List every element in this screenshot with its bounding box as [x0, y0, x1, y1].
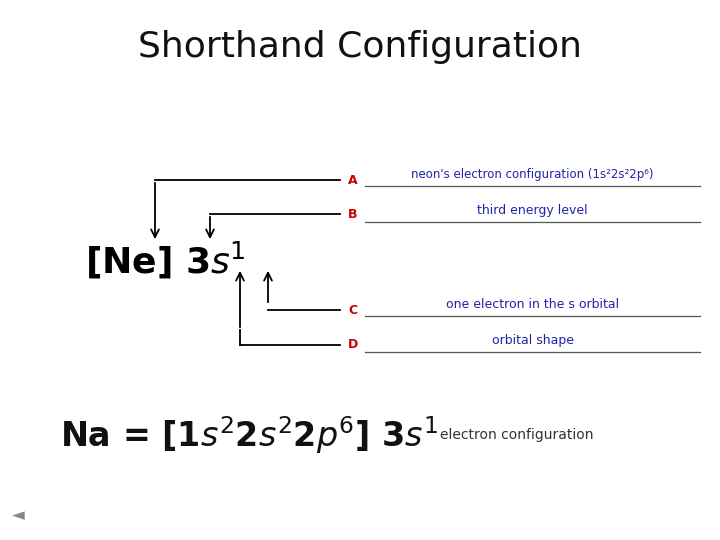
Text: ◄: ◄ — [12, 506, 24, 524]
Text: orbital shape: orbital shape — [492, 334, 574, 347]
Text: D: D — [348, 339, 359, 352]
Text: neon's electron configuration (1s²2s²2p⁶): neon's electron configuration (1s²2s²2p⁶… — [411, 168, 654, 181]
Text: B: B — [348, 207, 358, 220]
Text: Shorthand Configuration: Shorthand Configuration — [138, 30, 582, 64]
Text: Na = [1$\it{s}^2$2$\it{s}^2$2$\it{p}^6$] 3$\it{s}^1$: Na = [1$\it{s}^2$2$\it{s}^2$2$\it{p}^6$]… — [60, 414, 438, 456]
Text: A: A — [348, 173, 358, 186]
Text: third energy level: third energy level — [477, 204, 588, 217]
Text: one electron in the s orbital: one electron in the s orbital — [446, 298, 619, 311]
Text: electron configuration: electron configuration — [440, 428, 593, 442]
Text: C: C — [348, 303, 357, 316]
Text: [Ne] 3$\it{s}$$^1$: [Ne] 3$\it{s}$$^1$ — [85, 239, 246, 281]
